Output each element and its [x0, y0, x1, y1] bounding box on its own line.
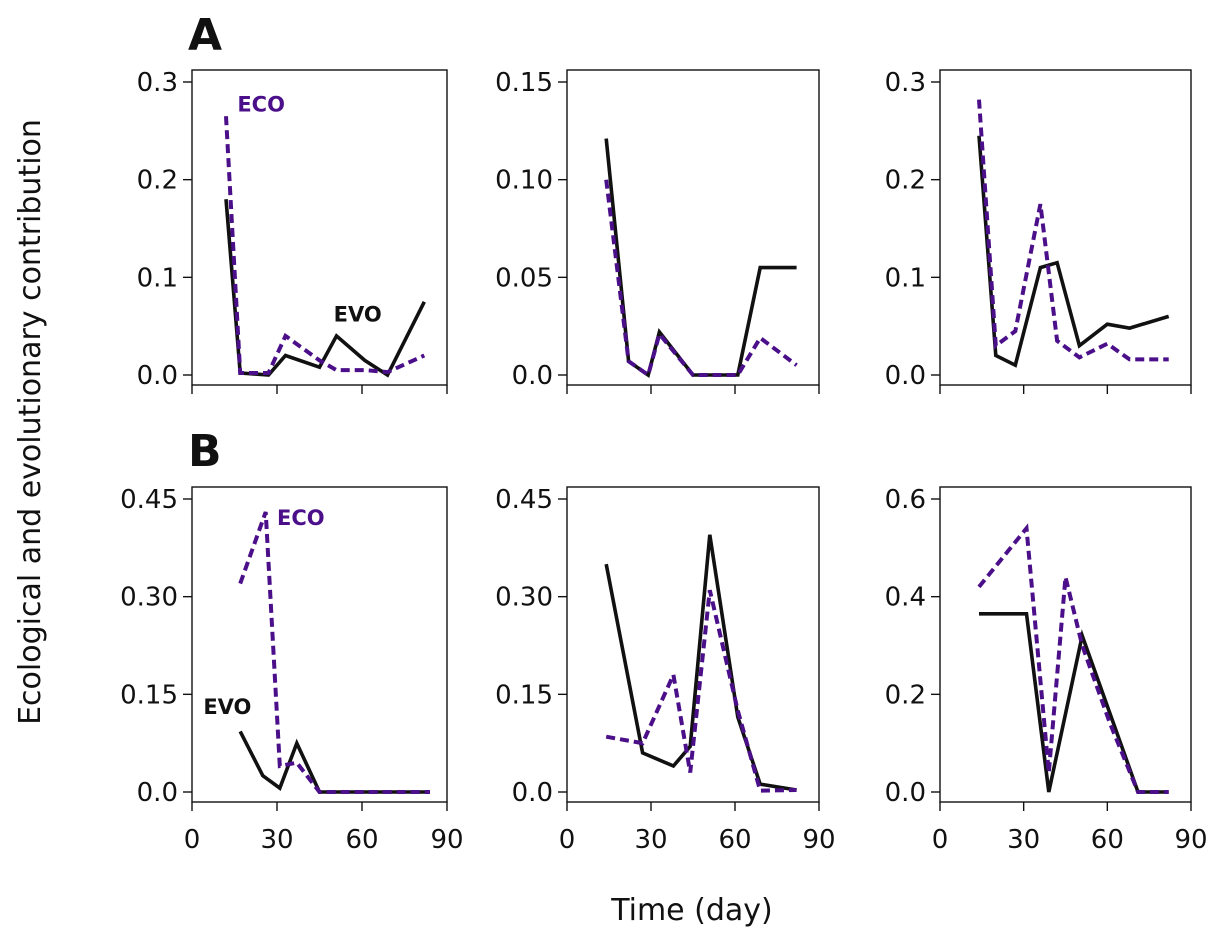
- x-tick-label: 30: [1007, 825, 1040, 855]
- x-tick-label: 90: [430, 825, 463, 855]
- x-tick-label: 0: [184, 825, 201, 855]
- eco-series-line: [238, 511, 430, 794]
- y-tick-label: 0.15: [120, 680, 178, 710]
- x-tick-label: 60: [1091, 825, 1124, 855]
- x-tick-label: 0: [932, 825, 949, 855]
- x-tick-label: 60: [718, 825, 751, 855]
- y-tick-label: 0.30: [120, 583, 178, 613]
- chart-panel-a-2: 0.0 0.05 0.10 0.15: [495, 68, 820, 394]
- eco-annotation: ECO: [277, 506, 325, 530]
- chart-panel-a-1: 0.0 0.1 0.2 0.3 ECO EVO: [137, 68, 448, 394]
- y-axis-title: Ecological and evolutionary contribution: [13, 119, 48, 725]
- eco-annotation: ECO: [237, 92, 285, 116]
- evo-series-line: [977, 135, 1170, 368]
- evo-series-line: [604, 138, 797, 378]
- x-tick-label: 0: [559, 825, 576, 855]
- x-tick-label: 60: [345, 825, 378, 855]
- y-tick-label: 0.0: [137, 778, 178, 808]
- plot-frame: [191, 486, 448, 803]
- chart-panel-b-3: 0.0 0.2 0.4 0.6 0 30 60 90: [885, 485, 1208, 855]
- evo-series-line: [979, 611, 1169, 794]
- x-axis-title: Time (day): [610, 893, 773, 928]
- y-tick-label: 0.45: [495, 485, 553, 515]
- plot-frame: [939, 69, 1192, 386]
- eco-series-line: [977, 523, 1169, 794]
- chart-panel-b-2: 0.0 0.15 0.30 0.45 0 30 60 90: [495, 485, 835, 855]
- evo-series-line: [238, 730, 430, 794]
- evo-annotation: EVO: [203, 695, 251, 719]
- y-tick-label: 0.15: [495, 680, 553, 710]
- y-tick-label: 0.0: [885, 778, 926, 808]
- y-tick-label: 0.2: [885, 680, 926, 710]
- y-tick-label: 0.2: [137, 166, 178, 196]
- y-tick-label: 0.10: [495, 166, 553, 196]
- y-tick-label: 0.1: [885, 263, 926, 293]
- evo-annotation: EVO: [334, 302, 382, 326]
- y-tick-label: 0.15: [495, 68, 553, 98]
- panels-group: 0.00.10.20.3ECOEVO0.00.050.100.150.00.10…: [120, 68, 1207, 855]
- row-label-b: B: [188, 426, 222, 477]
- y-tick-label: 0.4: [885, 583, 926, 613]
- y-tick-label: 0.3: [137, 68, 178, 98]
- row-label-a: A: [188, 10, 222, 61]
- chart-panel-a-3: 0.0 0.1 0.2 0.3: [885, 68, 1192, 394]
- x-tick-label: 90: [1174, 825, 1207, 855]
- eco-series-line: [977, 99, 1169, 362]
- plot-frame: [566, 69, 820, 386]
- eco-series-line: [604, 179, 798, 379]
- y-tick-label: 0.2: [885, 166, 926, 196]
- x-tick-label: 90: [802, 825, 835, 855]
- plot-frame: [939, 486, 1192, 803]
- y-tick-label: 0.6: [885, 485, 926, 515]
- y-tick-label: 0.0: [512, 361, 553, 391]
- x-tick-label: 30: [634, 825, 667, 855]
- eco-series-line: [605, 589, 797, 793]
- evo-series-line: [604, 534, 797, 792]
- y-tick-label: 0.30: [495, 583, 553, 613]
- y-tick-label: 0.05: [495, 263, 553, 293]
- plot-frame: [566, 486, 820, 803]
- y-tick-label: 0.0: [512, 778, 553, 808]
- eco-series-line: [224, 116, 426, 375]
- y-tick-label: 0.3: [885, 68, 926, 98]
- chart-panel-b-1: 0.0 0.15 0.30 0.45 0 30 60 90 ECO EVO: [120, 485, 463, 855]
- y-tick-label: 0.45: [120, 485, 178, 515]
- evo-series-line: [224, 199, 426, 378]
- plot-frame: [191, 69, 448, 386]
- y-tick-label: 0.1: [137, 263, 178, 293]
- y-tick-label: 0.0: [885, 361, 926, 391]
- x-tick-label: 30: [260, 825, 293, 855]
- y-tick-label: 0.0: [137, 361, 178, 391]
